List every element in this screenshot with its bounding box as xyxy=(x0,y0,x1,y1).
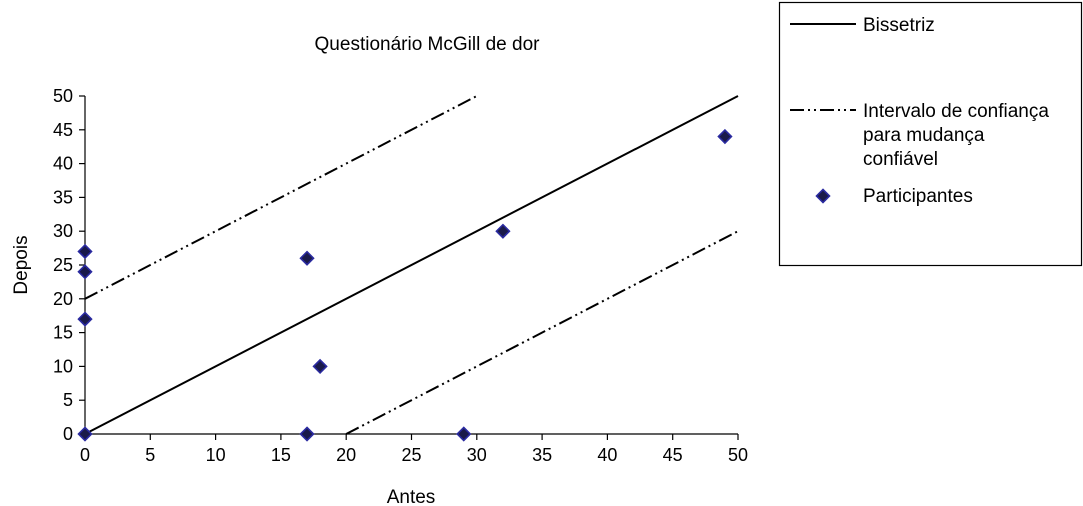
participant-point xyxy=(312,358,328,375)
y-tick-label: 35 xyxy=(53,187,73,207)
x-tick-label: 30 xyxy=(467,445,487,465)
participant-point xyxy=(299,250,315,266)
participant-point xyxy=(717,128,733,145)
legend-label: para mudança xyxy=(863,125,985,146)
x-tick-label: 25 xyxy=(401,445,421,465)
legend: Bissetriz Intervalo de confiança para muda… xyxy=(778,1,1083,267)
y-tick-label: 15 xyxy=(53,323,73,343)
x-tick-label: 50 xyxy=(728,445,748,465)
x-tick-label: 0 xyxy=(80,445,90,465)
y-tick-label: 25 xyxy=(53,255,73,275)
legend-marker-participants xyxy=(815,188,831,204)
legend-label: Intervalo de confiança xyxy=(863,101,1049,122)
x-tick-label: 5 xyxy=(145,445,155,465)
participant-point xyxy=(77,426,93,442)
y-axis-title: Depois xyxy=(11,235,32,294)
bisector-line xyxy=(84,95,739,435)
x-tick-label: 40 xyxy=(597,445,617,465)
y-tick-label: 0 xyxy=(63,424,73,444)
x-ticks: 0 5 10 15 20 25 30 35 40 45 50 xyxy=(80,434,748,465)
participant-point xyxy=(77,243,93,260)
x-tick-label: 15 xyxy=(271,445,291,465)
y-tick-label: 30 xyxy=(53,221,73,241)
x-tick-label: 10 xyxy=(206,445,226,465)
participant-point xyxy=(77,264,93,280)
x-tick-label: 45 xyxy=(663,445,683,465)
x-axis-title: Antes xyxy=(387,487,436,506)
legend-label: confiável xyxy=(863,149,938,170)
participant-point xyxy=(299,426,315,442)
series-lines xyxy=(84,95,739,435)
participant-point xyxy=(495,223,511,239)
chart-title: Questionário McGill de dor xyxy=(315,34,541,55)
legend-entries: Bissetriz Intervalo de confiança para muda… xyxy=(790,15,1049,207)
legend-label: Bissetriz xyxy=(863,15,935,36)
series-markers xyxy=(77,128,733,442)
y-tick-label: 40 xyxy=(53,154,73,174)
y-tick-label: 5 xyxy=(63,390,73,410)
confidence-interval-line xyxy=(84,95,478,300)
y-tick-label: 50 xyxy=(53,86,73,106)
confidence-interval-line xyxy=(345,230,739,435)
x-tick-label: 35 xyxy=(532,445,552,465)
y-tick-label: 20 xyxy=(53,289,73,309)
y-ticks: 0 5 10 15 20 25 30 35 40 45 50 xyxy=(53,86,85,444)
legend-label: Participantes xyxy=(863,186,973,207)
x-tick-label: 20 xyxy=(336,445,356,465)
participant-point xyxy=(456,426,472,442)
y-tick-label: 45 xyxy=(53,120,73,140)
participant-point xyxy=(77,311,93,327)
y-tick-label: 10 xyxy=(53,356,73,376)
legend-box xyxy=(778,1,1083,267)
